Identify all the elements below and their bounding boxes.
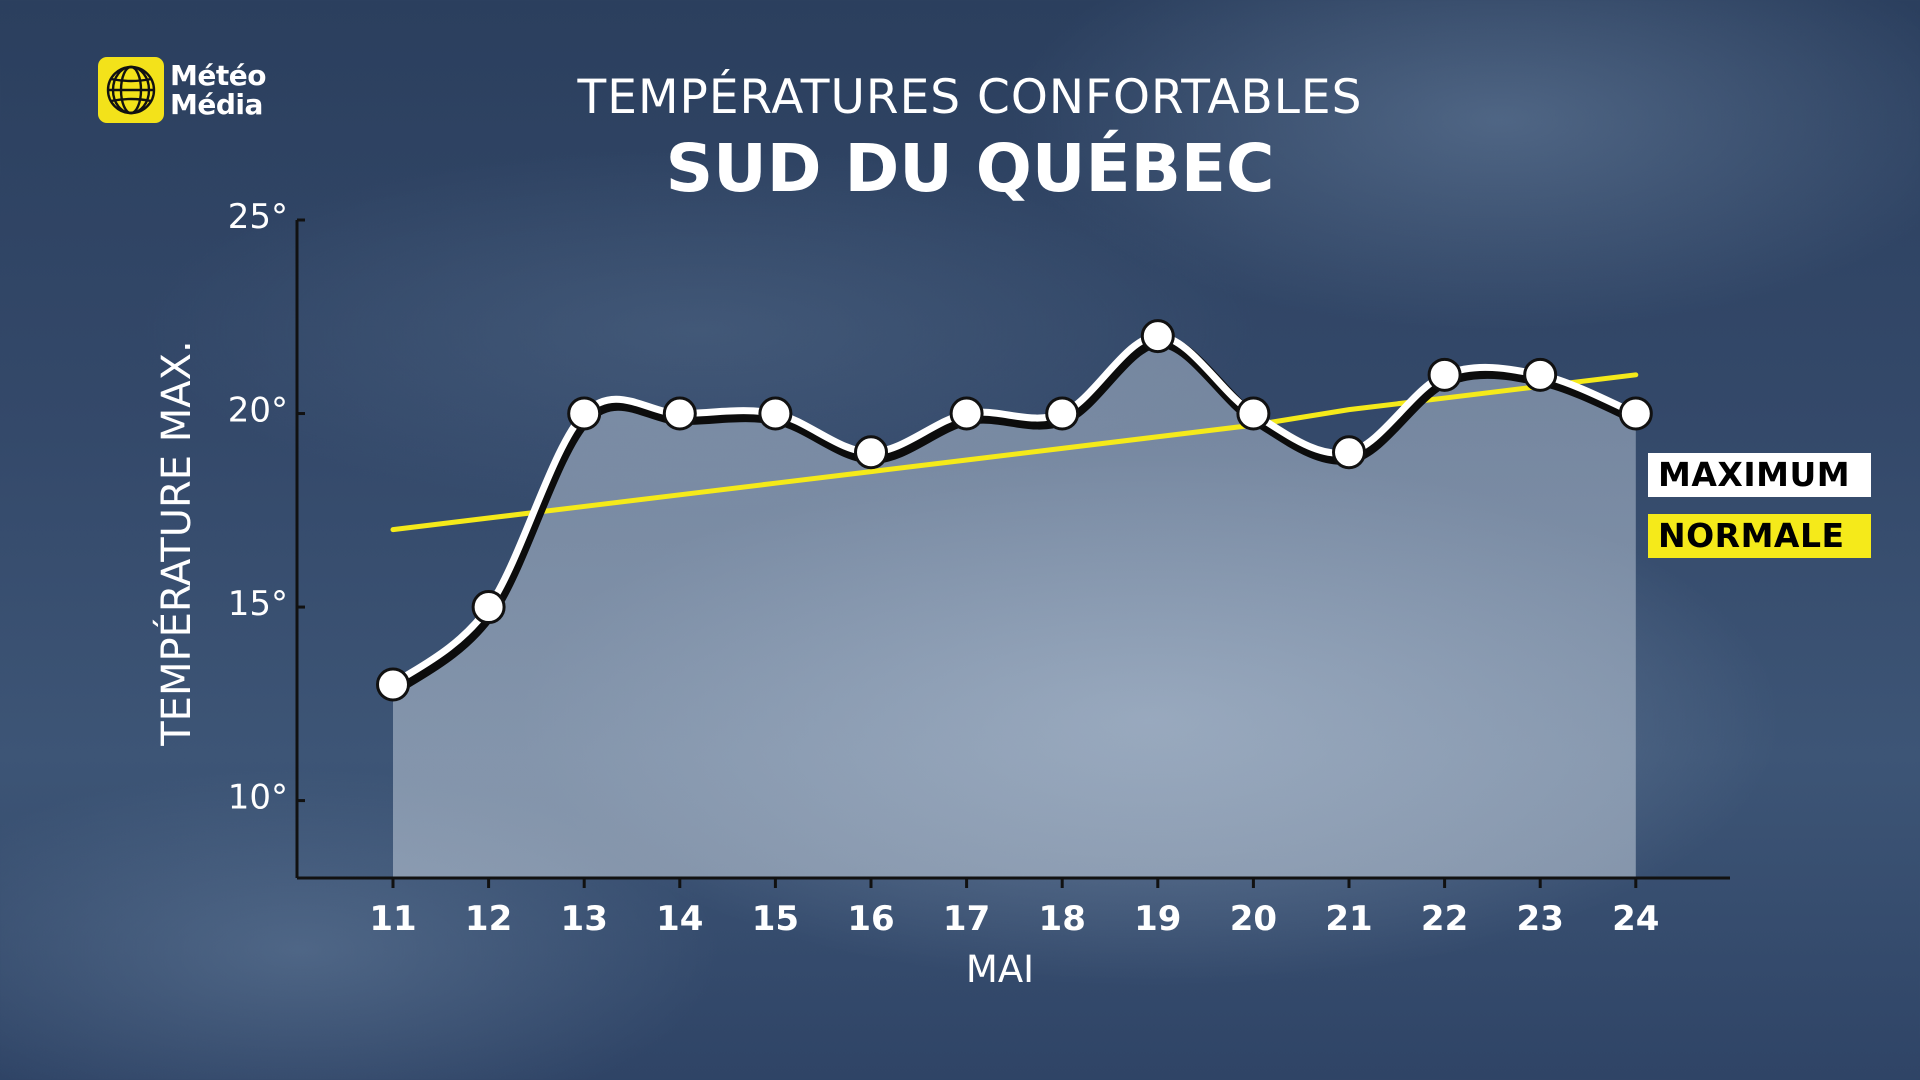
maximum-point — [471, 590, 506, 625]
y-axis-label: TEMPÉRATURE MAX. — [152, 340, 200, 747]
maximum-point — [949, 396, 984, 431]
x-tick-label: 16 — [847, 899, 894, 939]
y-tick-label: 20° — [228, 391, 288, 431]
maximum-point — [1523, 357, 1558, 392]
x-tick-label: 13 — [561, 899, 608, 939]
x-tick-label: 15 — [752, 899, 799, 939]
brand-line-1: Météo — [170, 59, 266, 92]
brand-line-2: Média — [170, 88, 263, 121]
maximum-area — [393, 336, 1636, 878]
y-tick-label: 10° — [228, 778, 288, 818]
legend-maximum: MAXIMUM — [1648, 453, 1871, 497]
x-tick-label: 21 — [1325, 899, 1372, 939]
maximum-point — [1045, 396, 1080, 431]
maximum-point — [567, 396, 602, 431]
x-tick-label: 20 — [1230, 899, 1277, 939]
x-tick-label: 18 — [1039, 899, 1086, 939]
x-tick-label: 22 — [1421, 899, 1468, 939]
maximum-point — [376, 667, 410, 702]
maximum-point — [1427, 357, 1462, 392]
x-axis-label: MAI — [966, 948, 1034, 991]
x-tick-label: 11 — [369, 899, 416, 939]
maximum-point — [1618, 396, 1653, 431]
y-tick-label: 25° — [228, 197, 288, 237]
x-tick-label: 14 — [656, 899, 703, 939]
chart-subtitle: SUD DU QUÉBEC — [665, 130, 1275, 207]
y-tick-label: 15° — [228, 584, 288, 624]
maximum-point — [1236, 396, 1271, 431]
maximum-point — [854, 435, 888, 470]
maximum-point — [1332, 435, 1366, 470]
x-tick-label: 24 — [1612, 899, 1659, 939]
maximum-point — [662, 396, 697, 431]
maximum-point — [758, 396, 793, 431]
series-normale-line — [390, 372, 1639, 533]
chart-title: TEMPÉRATURES CONFORTABLES — [577, 70, 1363, 125]
globe-icon — [98, 57, 164, 123]
legend-normale: NORMALE — [1648, 514, 1871, 558]
x-tick-label: 19 — [1134, 899, 1181, 939]
meteomedia-logo: Météo Média — [98, 57, 266, 123]
x-tick-label: 12 — [465, 899, 512, 939]
x-tick-label: 17 — [943, 899, 990, 939]
maximum-point — [1140, 319, 1175, 354]
x-tick-label: 23 — [1517, 899, 1564, 939]
